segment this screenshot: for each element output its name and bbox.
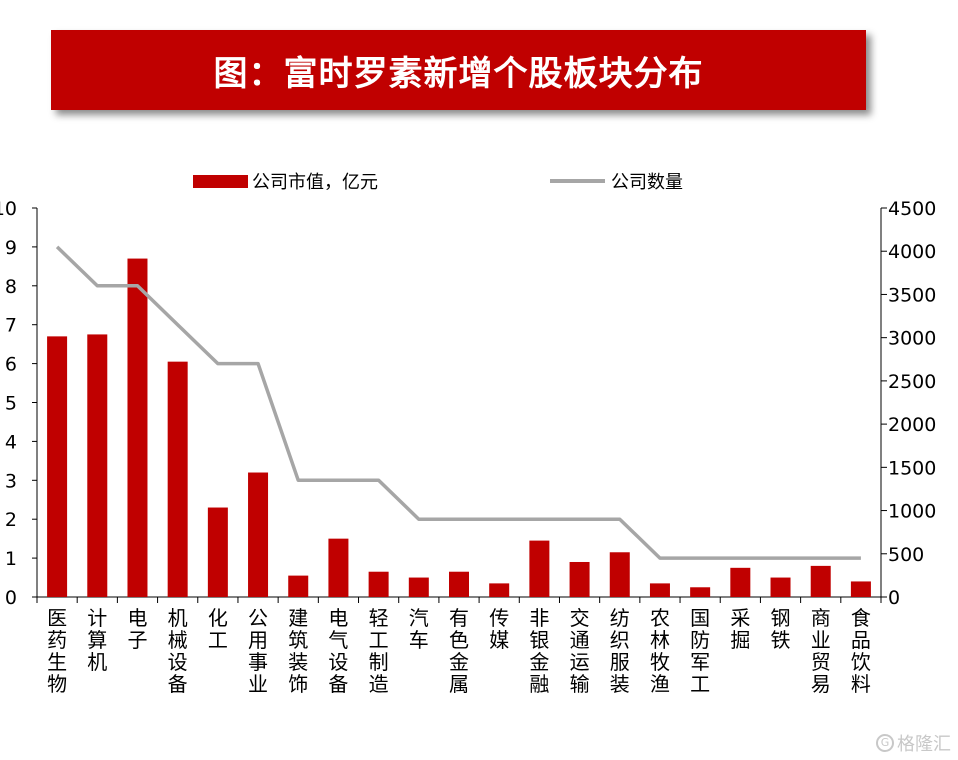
bar	[850, 581, 871, 597]
y-left-tick-label: 0	[5, 587, 17, 609]
watermark: G 格隆汇	[876, 730, 951, 756]
legend-swatch-bar	[193, 174, 248, 188]
y-left-tick-label: 6	[5, 354, 17, 376]
bar	[248, 472, 269, 597]
legend-item-line: 公司数量	[550, 168, 683, 194]
bar	[408, 577, 429, 597]
bar	[569, 561, 590, 597]
x-tick-label: 交通运输	[570, 606, 590, 696]
y-right-tick-label: 3500	[888, 284, 936, 306]
y-left-tick-label: 8	[5, 276, 17, 298]
bar	[47, 336, 68, 597]
legend-item-bar: 公司市值，亿元	[193, 168, 378, 194]
y-left-tick-label: 9	[5, 237, 17, 259]
y-right-tick-label: 1000	[888, 501, 936, 523]
x-tick-label: 钢铁	[771, 606, 791, 652]
legend-label-bar: 公司市值，亿元	[252, 172, 378, 193]
legend-label-line: 公司数量	[611, 172, 683, 193]
bar	[609, 552, 630, 597]
y-left-tick-label: 2	[5, 509, 17, 531]
x-tick-label: 纺织服装	[610, 606, 630, 696]
bar	[87, 334, 108, 597]
y-right-tick-label: 2500	[888, 371, 936, 393]
x-tick-label: 农林牧渔	[650, 606, 670, 696]
x-tick-label: 电子	[127, 606, 147, 652]
bar	[770, 577, 791, 597]
x-tick-label: 传媒	[489, 606, 509, 652]
y-left-tick-label: 7	[5, 315, 17, 337]
y-right-tick-label: 4000	[888, 241, 936, 263]
y-left-tick-label: 5	[5, 393, 17, 415]
bar	[207, 507, 228, 597]
bar	[489, 583, 510, 597]
x-tick-label: 计算机	[87, 606, 107, 674]
bar	[810, 565, 831, 597]
bar	[167, 361, 188, 597]
x-tick-label: 非银金融	[529, 606, 549, 696]
y-right-tick-label: 1500	[888, 457, 936, 479]
y-right-tick-label: 4500	[888, 198, 936, 220]
x-tick-label: 商业贸易	[811, 606, 831, 696]
y-left-tick-label: 1	[5, 548, 17, 570]
x-tick-label: 有色金属	[449, 606, 469, 696]
y-right-tick-label: 0	[888, 587, 900, 609]
x-tick-label: 食品饮料	[851, 606, 871, 696]
x-tick-label: 医药生物	[47, 606, 67, 696]
watermark-text: 格隆汇	[897, 734, 951, 755]
y-right-tick-label: 500	[888, 544, 924, 566]
bar	[368, 571, 389, 597]
watermark-logo-icon: G	[876, 734, 894, 752]
x-tick-label: 建筑装饰	[288, 606, 308, 696]
chart-title: 图：富时罗素新增个股板块分布	[213, 53, 704, 94]
title-banner: 图：富时罗素新增个股板块分布	[51, 30, 866, 110]
y-left-tick-label: 4	[5, 431, 17, 453]
x-tick-label: 机械设备	[168, 606, 188, 696]
x-tick-label: 化工	[208, 606, 228, 652]
bar	[649, 583, 670, 597]
bar	[328, 538, 349, 597]
bar	[529, 540, 550, 597]
x-tick-label: 汽车	[409, 606, 429, 652]
x-tick-label: 公用事业	[248, 606, 268, 696]
bar	[690, 587, 711, 597]
x-tick-label: 轻工制造	[369, 606, 389, 696]
x-tick-label: 采掘	[730, 606, 750, 652]
bar	[288, 575, 309, 597]
x-tick-label: 国防军工	[690, 606, 710, 696]
y-left-tick-label: 3	[5, 470, 17, 492]
y-right-tick-label: 2000	[888, 414, 936, 436]
bar	[449, 571, 469, 597]
bar	[730, 567, 751, 597]
y-left-tick-label: 10	[0, 198, 17, 220]
y-right-tick-label: 3000	[888, 328, 936, 350]
bar	[127, 258, 148, 597]
x-tick-label: 电气设备	[328, 606, 348, 696]
legend-swatch-line	[550, 179, 605, 183]
